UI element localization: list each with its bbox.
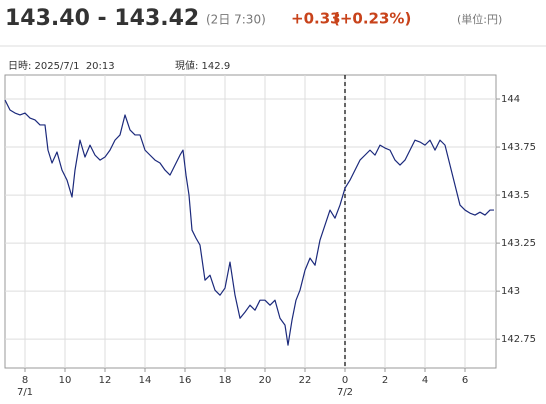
x-tick-label: 14 bbox=[139, 375, 152, 386]
price-change: +0.33 bbox=[291, 10, 341, 28]
y-tick-label: 143.75 bbox=[501, 142, 536, 153]
price-change-pct: (+0.23%) bbox=[333, 10, 411, 28]
info-current: 現値: 142.9 bbox=[175, 59, 230, 72]
x-tick-label: 22 bbox=[299, 375, 312, 386]
x-tick-label: 4 bbox=[422, 375, 428, 386]
x-tick-label: 20 bbox=[259, 375, 272, 386]
y-tick-label: 144 bbox=[501, 94, 520, 105]
plot-frame bbox=[4, 74, 497, 369]
unit: (単位:円) bbox=[457, 12, 502, 26]
x-tick-label: 2 bbox=[382, 375, 388, 386]
date-label: 7/1 bbox=[17, 387, 33, 398]
x-tick-label: 0 bbox=[342, 375, 348, 386]
x-tick-label: 8 bbox=[22, 375, 28, 386]
x-tick-label: 16 bbox=[179, 375, 192, 386]
y-tick-label: 142.75 bbox=[501, 334, 536, 345]
x-tick-label: 18 bbox=[219, 375, 232, 386]
y-tick-label: 143.25 bbox=[501, 238, 536, 249]
x-tick-label: 12 bbox=[99, 375, 112, 386]
y-tick-label: 143 bbox=[501, 286, 520, 297]
y-tick-label: 143.5 bbox=[501, 190, 530, 201]
x-tick-label: 10 bbox=[59, 375, 72, 386]
price-time: (2日 7:30) bbox=[206, 13, 266, 27]
price-line bbox=[4, 99, 494, 346]
date-label: 7/2 bbox=[337, 387, 353, 398]
x-tick-label: 6 bbox=[462, 375, 468, 386]
info-datetime: 日時: 2025/7/1 20:13 bbox=[8, 60, 115, 72]
price-title: 143.40 - 143.42 bbox=[5, 6, 199, 31]
